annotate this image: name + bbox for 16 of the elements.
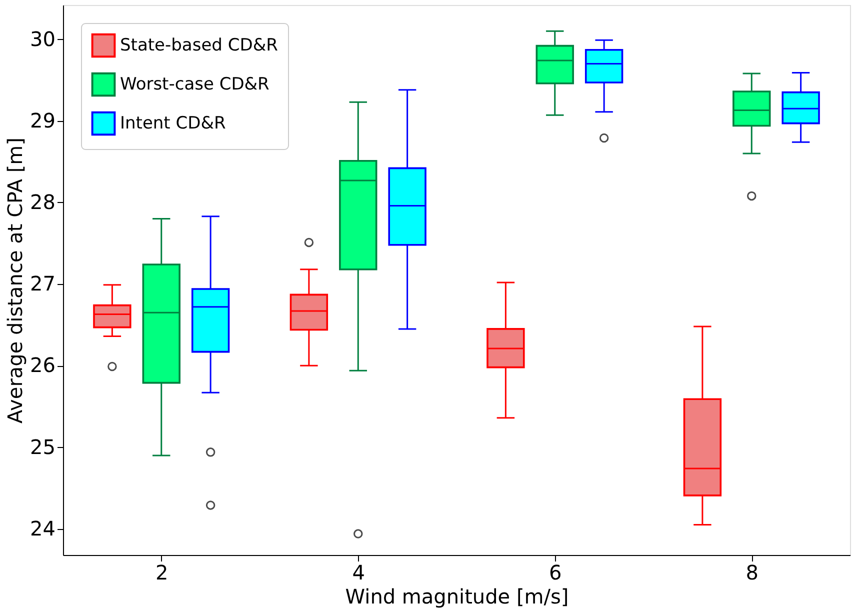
- x-tick-label: 6: [549, 560, 562, 584]
- y-tick-label: 26: [30, 353, 56, 378]
- legend-label: Worst-case CD&R: [120, 74, 270, 94]
- y-tick-label: 28: [30, 190, 56, 214]
- y-tick-label: 27: [30, 272, 56, 296]
- legend-label: State-based CD&R: [120, 36, 278, 56]
- x-tick-label: 8: [746, 560, 758, 584]
- y-tick-label: 24: [30, 516, 56, 540]
- legend-label: Intent CD&R: [120, 114, 226, 134]
- y-tick-label: 25: [30, 434, 56, 459]
- y-tick-label: 30: [30, 26, 56, 51]
- y-axis-title: Average distance at CPA [m]: [3, 138, 28, 424]
- x-tick-label: 2: [156, 560, 168, 584]
- y-tick-label: 29: [30, 108, 56, 132]
- x-axis-title: Wind magnitude [m/s]: [345, 584, 569, 608]
- x-tick-label: 4: [352, 560, 365, 584]
